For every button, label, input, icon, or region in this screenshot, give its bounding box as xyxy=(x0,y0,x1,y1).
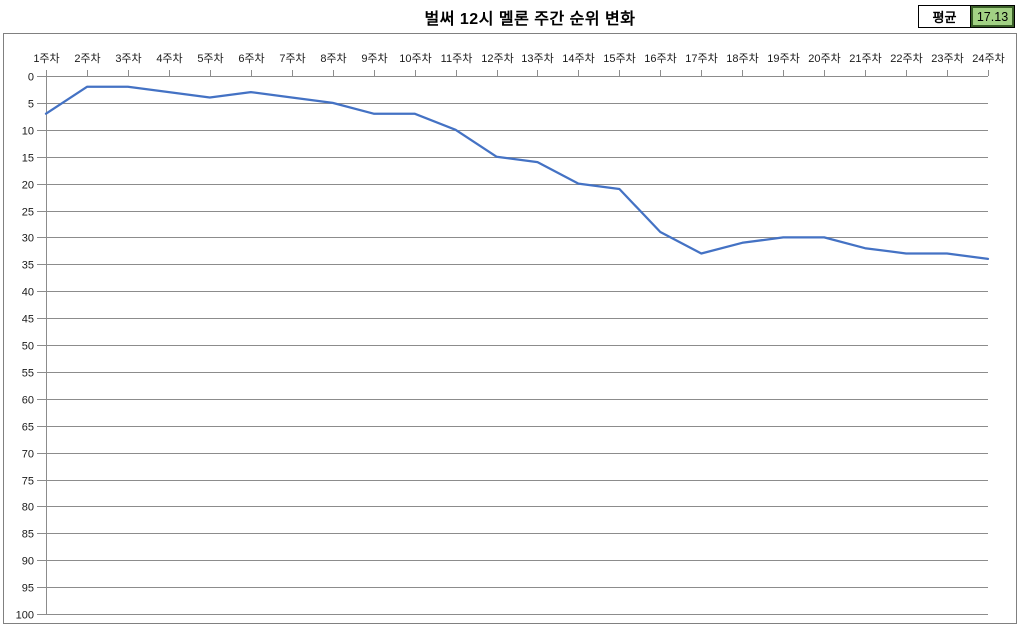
y-axis-tick-label: 5 xyxy=(28,99,34,111)
x-axis-tick-label: 9주차 xyxy=(361,52,387,65)
y-axis-tick-label: 20 xyxy=(22,180,34,192)
y-axis-tick-label: 40 xyxy=(22,287,34,299)
y-axis-tick-label: 35 xyxy=(22,260,34,272)
x-axis-tick-label: 17주차 xyxy=(685,52,717,65)
x-axis-tick-label: 6주차 xyxy=(238,52,264,65)
x-axis-tick-label: 21주차 xyxy=(849,52,881,65)
x-axis-tick-label: 1주차 xyxy=(33,52,59,65)
x-axis-tick-label: 19주차 xyxy=(767,52,799,65)
average-value-cell: 17.13 xyxy=(971,6,1014,27)
x-axis-tick-label: 3주차 xyxy=(115,52,141,65)
x-axis-tick-label: 5주차 xyxy=(197,52,223,65)
y-axis-tick-label: 15 xyxy=(22,153,34,165)
chart-plot-frame: 0 5 10 15 20 25 30 35 40 45 50 55 60 65 70 75 80 85 90 95 10… xyxy=(3,33,1017,624)
x-axis-tick-label: 7주차 xyxy=(279,52,305,65)
y-axis-tick-label: 45 xyxy=(22,314,34,326)
y-axis-tick-label: 50 xyxy=(22,341,34,353)
y-axis-tick-label: 10 xyxy=(22,126,34,138)
weekly-ranking-line-chart: 0 5 10 15 20 25 30 35 40 45 50 55 60 65 70 75 80 85 90 95 10… xyxy=(16,52,1005,622)
average-table: 평균 17.13 xyxy=(918,5,1015,28)
x-axis-tick-label: 16주차 xyxy=(644,52,676,65)
y-axis-tick-label: 90 xyxy=(22,556,34,568)
x-axis-tick-label: 22주차 xyxy=(890,52,922,65)
average-label-cell: 평균 xyxy=(919,6,971,27)
y-axis-tick-label: 85 xyxy=(22,529,34,541)
x-axis-tick-label: 2주차 xyxy=(74,52,100,65)
y-axis-tick-label: 60 xyxy=(22,395,34,407)
x-axis-tick-label: 13주차 xyxy=(521,52,553,65)
y-axis-tick-label: 70 xyxy=(22,449,34,461)
y-axis-tick-label: 30 xyxy=(22,233,34,245)
y-axis-tick-label: 55 xyxy=(22,368,34,380)
y-axis-tick-label: 25 xyxy=(22,207,34,219)
y-axis-tick-label: 75 xyxy=(22,476,34,488)
x-axis-tick-label: 11주차 xyxy=(441,52,473,65)
ranking-series-line xyxy=(44,85,990,261)
x-axis-tick-label: 4주차 xyxy=(156,52,182,65)
x-axis-tick-label: 24주차 xyxy=(972,52,1004,65)
x-axis-tick-label: 20주차 xyxy=(808,52,840,65)
x-axis-tick-label: 12주차 xyxy=(481,52,513,65)
y-axis-tick-label: 95 xyxy=(22,583,34,595)
chart-title: 벌써 12시 멜론 주간 순위 변화 xyxy=(424,11,636,28)
y-axis-tick-label: 0 xyxy=(28,72,34,84)
y-axis-tick-label: 80 xyxy=(22,502,34,514)
x-axis-tick-label: 14주차 xyxy=(562,52,594,65)
x-axis-tick-label: 10주차 xyxy=(399,52,431,65)
y-axis-tick-label: 65 xyxy=(22,422,34,434)
x-axis-tick-label: 23주차 xyxy=(931,52,963,65)
y-axis-tick-label: 100 xyxy=(16,610,34,622)
x-axis-tick-label: 8주차 xyxy=(320,52,346,65)
x-axis-tick-label: 15주차 xyxy=(603,52,635,65)
x-axis-tick-label: 18주차 xyxy=(726,52,758,65)
